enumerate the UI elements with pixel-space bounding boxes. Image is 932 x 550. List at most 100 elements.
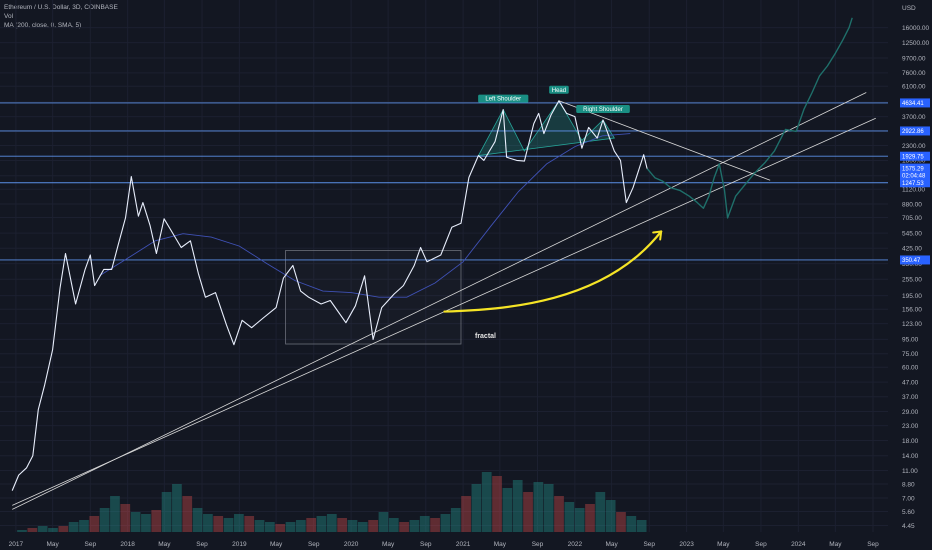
x-tick-label: May (158, 541, 171, 548)
volume-bar (326, 514, 337, 532)
level-price-pill (900, 151, 930, 161)
volume-bar (213, 516, 224, 532)
volume-bar (17, 530, 27, 532)
x-tick-label: 2022 (568, 541, 583, 548)
volume-bar (203, 514, 213, 532)
projection-path (646, 17, 853, 219)
y-tick-label: 425.00 (902, 246, 922, 253)
y-tick-label: 2300.00 (902, 143, 926, 150)
volume-bars (17, 472, 647, 532)
volume-bar (492, 476, 502, 532)
volume-bar (399, 522, 409, 532)
level-price-pill (900, 255, 930, 265)
y-tick-label: 705.00 (902, 215, 922, 222)
x-tick-label: 2020 (344, 541, 359, 548)
volume-bar (68, 522, 79, 532)
fractal-box (285, 250, 462, 345)
level-price-text: 4634.41 (902, 101, 924, 107)
y-tick-label: 18.00 (902, 438, 919, 445)
fractal-label: fractal (475, 333, 496, 340)
volume-bar (440, 514, 451, 532)
volume-bar (616, 512, 626, 532)
x-tick-label: Sep (643, 541, 655, 548)
y-tick-label: 37.00 (902, 394, 919, 401)
volume-bar (337, 518, 348, 532)
y-tick-label: 545.00 (902, 230, 922, 237)
volume-bar (48, 528, 58, 532)
volume-bar (388, 518, 399, 532)
y-tick-label: 8.80 (902, 481, 915, 488)
volume-bar (275, 524, 286, 532)
x-tick-label: May (829, 541, 842, 548)
volume-bar (543, 484, 554, 532)
volume-bar (450, 508, 461, 532)
x-tick-label: May (270, 541, 283, 548)
volume-bar (254, 520, 265, 532)
x-tick-label: Sep (867, 541, 879, 548)
annotation-text: Left Shoulder (485, 97, 521, 103)
volume-bar (574, 508, 585, 532)
x-tick-label: 2018 (120, 541, 135, 548)
level-price-text: 1929.75 (902, 154, 924, 160)
volume-bar (264, 522, 275, 532)
x-tick-label: 2024 (791, 541, 806, 548)
x-tick-label: 2019 (232, 541, 247, 548)
volume-bar (419, 516, 430, 532)
yellow-arrow (443, 230, 663, 313)
x-tick-label: May (47, 541, 60, 548)
volume-bar (295, 520, 306, 532)
chart-legend: Ethereum / U.S. Dollar, 3D, COINBASE Vol… (4, 3, 118, 30)
y-tick-label: 23.00 (902, 423, 919, 430)
ma-indicator-label: MA (200, close, 0, SMA, 5) (4, 22, 82, 29)
y-tick-label: 1800.00 (902, 158, 926, 165)
volume-bar (58, 526, 69, 532)
y-tick-label: 4.45 (902, 523, 915, 530)
volume-bar (481, 472, 492, 532)
x-tick-label: May (494, 541, 507, 548)
annotation-pill (549, 85, 569, 94)
volume-bar (172, 484, 182, 532)
y-tick-label: 156.00 (902, 306, 922, 313)
volume-bar (37, 526, 48, 532)
annotation-text: Right Shoulder (583, 107, 623, 113)
volume-bar (27, 528, 38, 532)
volume-bar (378, 512, 389, 532)
volume-indicator-label: Vol (4, 13, 14, 20)
volume-bar (285, 522, 296, 532)
volume-bar (502, 488, 513, 532)
volume-bar (306, 518, 317, 532)
ascending-trendline (12, 92, 867, 510)
x-tick-label: May (605, 541, 618, 548)
symbol-title: Ethereum / U.S. Dollar, 3D, COINBASE (4, 4, 118, 11)
x-tick-label: Sep (420, 541, 432, 548)
volume-bar (512, 480, 523, 532)
volume-bar (130, 512, 141, 532)
volume-bar (223, 518, 234, 532)
time-axis-background (0, 534, 932, 550)
y-tick-label: 7.00 (902, 495, 915, 502)
x-tick-label: 2023 (679, 541, 694, 548)
y-tick-label: 95.00 (902, 337, 919, 344)
volume-bar (151, 510, 162, 532)
y-tick-label: 880.00 (902, 201, 922, 208)
y-tick-label: 195.00 (902, 293, 922, 300)
y-tick-label: 47.00 (902, 379, 919, 386)
y-tick-label: 60.00 (902, 365, 919, 372)
x-tick-label: Sep (196, 541, 208, 548)
annotation-label: Right Shoulder (576, 105, 630, 114)
volume-bar (368, 520, 378, 532)
y-tick-label: 6100.00 (902, 84, 926, 91)
volume-bar (89, 516, 100, 532)
annotation-pill (478, 94, 529, 103)
x-tick-label: 2017 (9, 541, 24, 548)
annotation-label: Head (549, 85, 569, 94)
y-tick-label: 7600.00 (902, 70, 926, 77)
price-line (11, 100, 648, 491)
volume-bar (430, 518, 440, 532)
y-tick-label: 12500.00 (902, 40, 929, 47)
level-price-pill (900, 98, 930, 108)
volume-bar (471, 484, 482, 532)
volume-bar (234, 514, 244, 532)
currency-label: USD (902, 5, 916, 12)
